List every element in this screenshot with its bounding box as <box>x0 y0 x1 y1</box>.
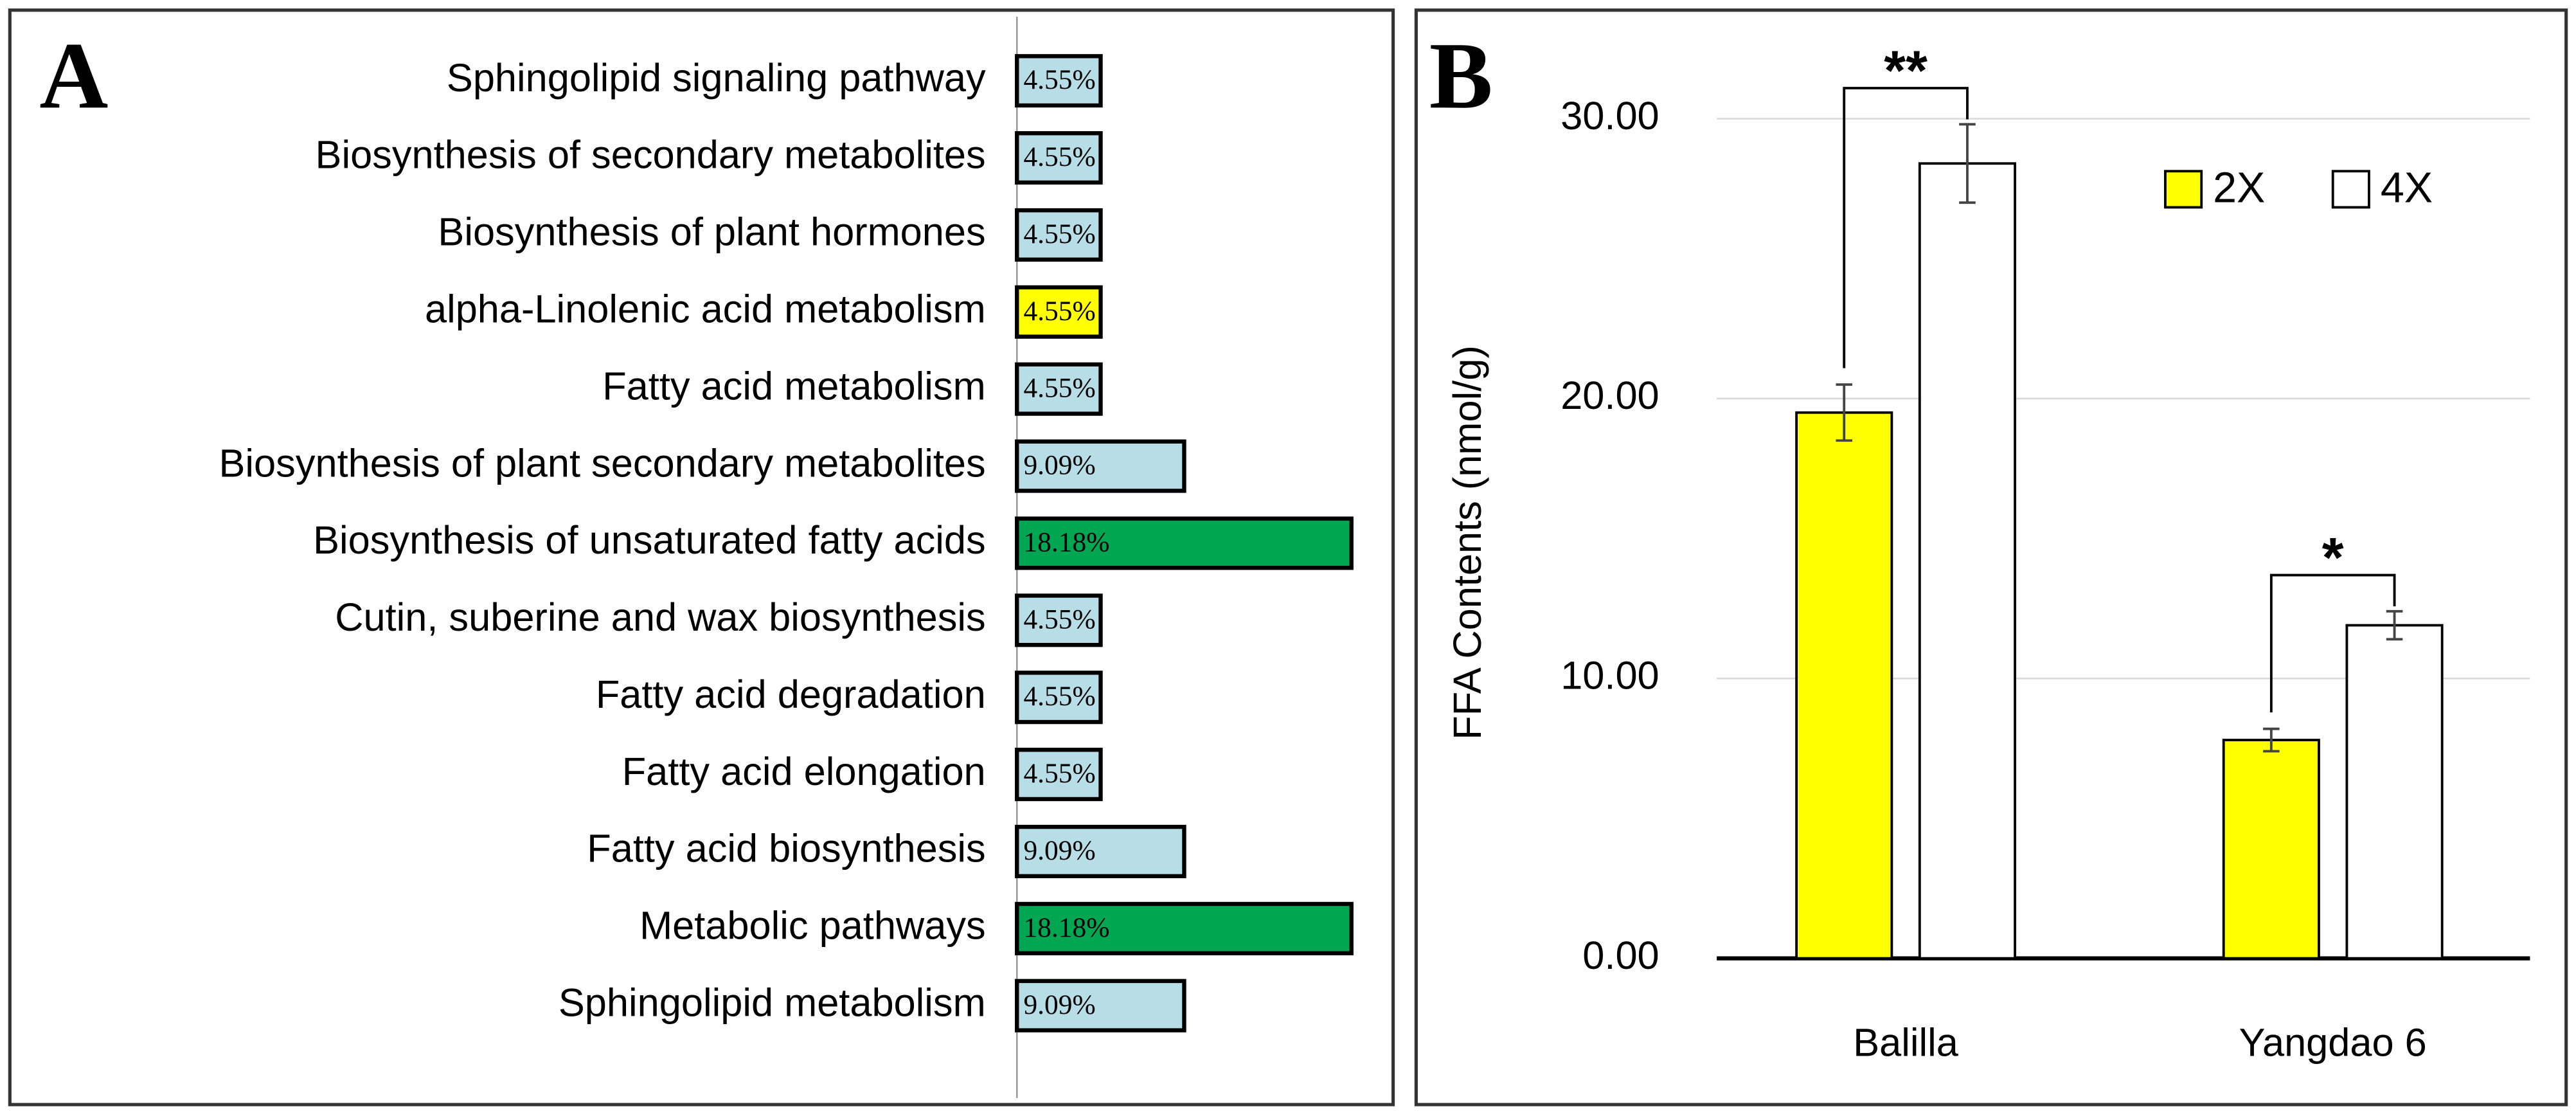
data-label: 18.18% <box>1023 912 1109 943</box>
y-tick-label: Fatty acid elongation <box>622 749 986 793</box>
panel-b-frame <box>1414 8 2568 1106</box>
bar <box>1015 362 1103 416</box>
significance-label: * <box>2322 527 2344 589</box>
bar <box>1015 901 1354 955</box>
y-tick-label: Metabolic pathways <box>640 903 986 948</box>
bar <box>1015 748 1103 802</box>
y-tick-label: 20.00 <box>1561 373 1659 417</box>
legend-label: 4X <box>2381 164 2433 212</box>
legend-label: 2X <box>2213 164 2265 212</box>
data-label: 9.09% <box>1023 450 1095 481</box>
y-tick-label: Cutin, suberine and wax biosynthesis <box>335 595 985 639</box>
bar <box>1015 516 1354 570</box>
bar <box>1015 208 1103 262</box>
significance-label: ** <box>1884 40 1928 102</box>
y-tick-label: Biosynthesis of secondary metabolites <box>316 132 986 177</box>
data-label: 4.55% <box>1023 141 1095 172</box>
data-label: 4.55% <box>1023 604 1095 635</box>
y-axis-label: FFA Contents (nmol/g) <box>1445 345 1489 740</box>
data-label: 4.55% <box>1023 64 1095 95</box>
bar <box>1015 978 1186 1032</box>
bar <box>1015 824 1186 879</box>
data-label: 4.55% <box>1023 373 1095 404</box>
y-tick-label: Biosynthesis of plant secondary metaboli… <box>219 440 986 485</box>
legend-swatch <box>2164 170 2203 209</box>
bar <box>2222 739 2320 960</box>
significance-bracket <box>1843 87 1969 368</box>
data-label: 4.55% <box>1023 758 1095 789</box>
y-tick-label: 0.00 <box>1582 933 1659 977</box>
bar <box>1015 593 1103 647</box>
error-bar <box>2263 727 2280 753</box>
y-tick-label: 30.00 <box>1561 93 1659 138</box>
bar <box>1795 411 1893 960</box>
y-tick-label: Fatty acid degradation <box>596 672 986 716</box>
error-bar <box>1836 383 1853 442</box>
y-tick-label: Sphingolipid signaling pathway <box>447 55 986 100</box>
data-label: 4.55% <box>1023 681 1095 712</box>
data-label: 4.55% <box>1023 219 1095 249</box>
bar <box>1918 162 2017 960</box>
bar <box>1015 285 1103 339</box>
bar <box>1015 671 1103 725</box>
y-tick-label: Sphingolipid metabolism <box>559 980 986 1024</box>
error-bar <box>1959 123 1976 204</box>
y-tick-label: alpha-Linolenic acid metabolism <box>425 287 986 331</box>
significance-bracket <box>2269 573 2396 713</box>
panel-a-frame <box>8 8 1395 1106</box>
x-tick-label: Yangdao 6 <box>2239 1020 2427 1064</box>
panel-label: B <box>1429 23 1493 129</box>
x-tick-label: Balilla <box>1853 1020 1959 1064</box>
y-tick-label: Biosynthesis of unsaturated fatty acids <box>313 518 986 562</box>
y-tick-label: Fatty acid biosynthesis <box>587 826 985 870</box>
data-label: 9.09% <box>1023 989 1095 1020</box>
bar <box>1015 439 1186 493</box>
error-bar <box>2386 609 2403 641</box>
y-tick-label: Fatty acid metabolism <box>602 363 985 408</box>
y-tick-label: 10.00 <box>1561 653 1659 698</box>
data-label: 18.18% <box>1023 527 1109 557</box>
y-tick-label: Biosynthesis of plant hormones <box>438 210 985 254</box>
bar <box>1015 54 1103 108</box>
bar <box>2345 624 2444 960</box>
legend-swatch <box>2331 170 2370 209</box>
data-label: 4.55% <box>1023 296 1095 327</box>
bar <box>1015 131 1103 185</box>
panel-label: A <box>39 23 108 129</box>
data-label: 9.09% <box>1023 835 1095 866</box>
